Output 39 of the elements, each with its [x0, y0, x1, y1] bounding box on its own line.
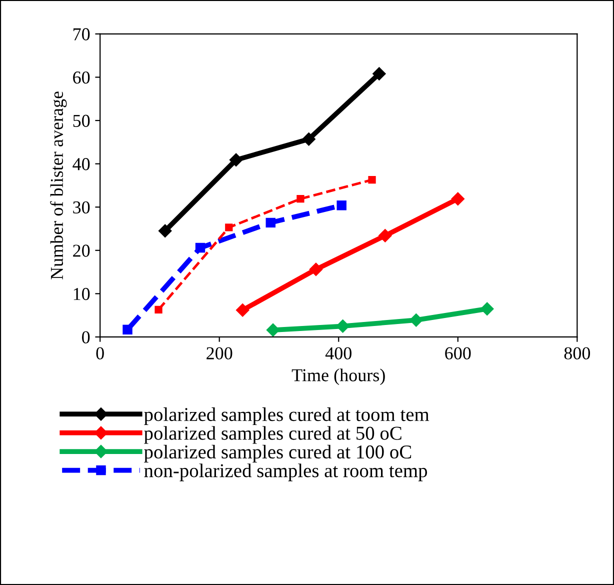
point [122, 324, 132, 334]
legend-label: polarized samples cured at toom tem [144, 407, 430, 426]
point [266, 218, 276, 228]
point [229, 153, 243, 166]
legend-label: polarized samples cured at 50 oC [144, 426, 402, 444]
point [195, 242, 206, 253]
point [372, 67, 386, 80]
point [378, 229, 392, 242]
x-tick-label: 600 [445, 347, 471, 360]
point [266, 323, 280, 337]
y-tick-label: 30 [73, 201, 90, 214]
y-tick-label: 20 [73, 244, 90, 257]
legend-label: non-polarized samples at room temp [144, 464, 428, 482]
y-tick-label: 50 [73, 114, 90, 127]
point [410, 313, 423, 327]
point [336, 320, 350, 333]
y-tick-label: 60 [73, 71, 90, 84]
point [225, 224, 233, 232]
x-tick-label: 800 [564, 347, 590, 360]
point [336, 200, 346, 210]
x-tick-label: 400 [325, 347, 352, 360]
x-axis-title: Time (hours) [292, 368, 385, 385]
point [296, 195, 304, 203]
point [368, 176, 376, 184]
point [302, 132, 316, 146]
y-tick-label: 40 [72, 158, 90, 170]
y-tick-label: 70 [73, 28, 90, 40]
point [480, 302, 494, 316]
x-tick-label: 0 [96, 347, 104, 360]
point [451, 192, 464, 206]
x-tick-label: 200 [206, 347, 232, 360]
legend-label: polarized samples cured at 100 oC [144, 444, 412, 462]
point [309, 262, 323, 276]
y-tick-label: 0 [82, 331, 90, 344]
point [236, 304, 250, 317]
point [158, 224, 172, 238]
y-tick-label: 10 [74, 288, 90, 300]
y-axis-title: Number of blister average [50, 92, 67, 280]
point [154, 306, 162, 314]
